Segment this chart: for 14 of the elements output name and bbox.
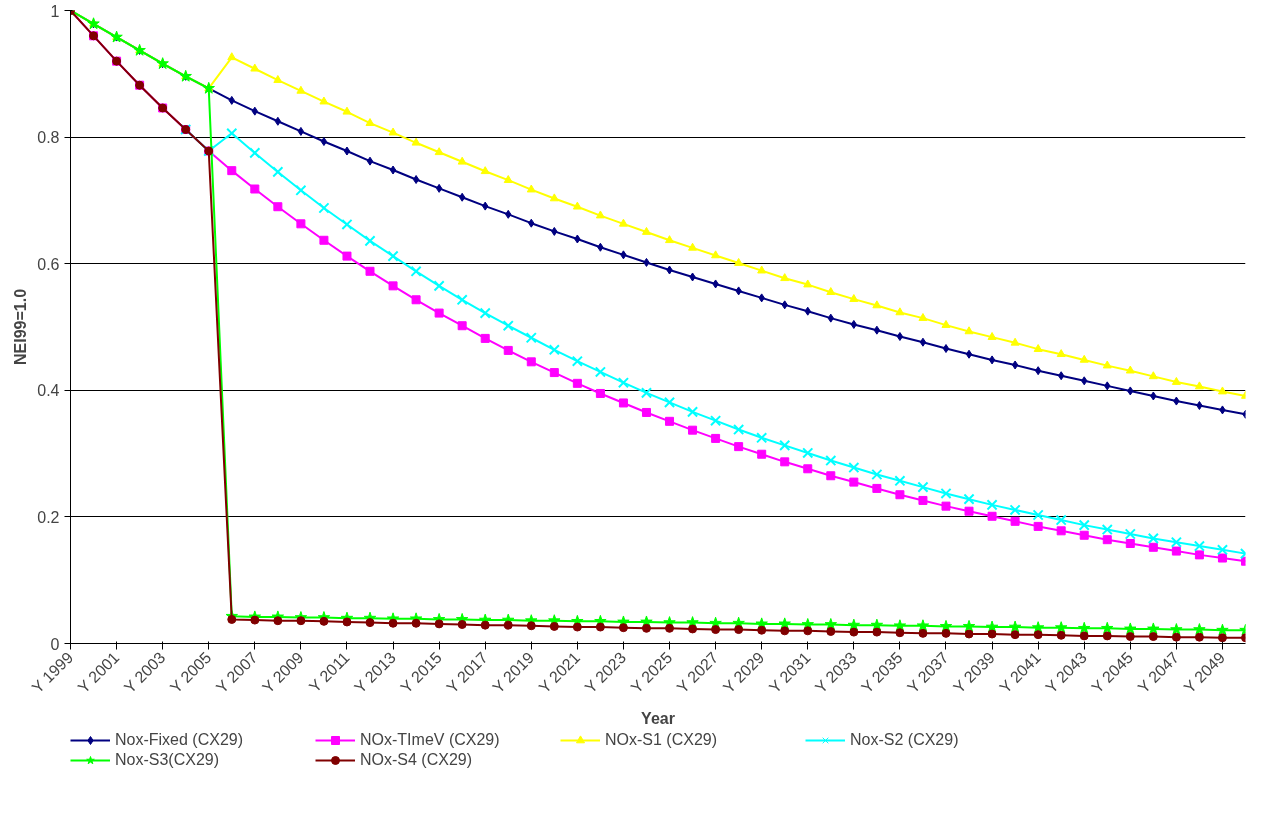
y-tick-label: 0.4 <box>37 382 60 400</box>
y-tick-label: 0.8 <box>37 129 60 147</box>
legend-label: NOx-TImeV (CX29) <box>360 731 501 749</box>
legend-label: NOx-S1 (CX29) <box>605 731 719 749</box>
y-tick-label: 0.2 <box>37 508 60 526</box>
legend-label: NOx-S4 (CX29) <box>360 751 474 769</box>
y-tick-label: 0 <box>50 635 60 653</box>
x-axis-title: Year <box>641 710 675 728</box>
legend-label: Nox-S2 (CX29) <box>850 731 960 749</box>
y-tick-label: 1 <box>50 2 60 20</box>
y-tick-label: 0.6 <box>37 255 60 273</box>
legend-label: Nox-Fixed (CX29) <box>115 731 245 749</box>
y-axis-title: NEI99=1.0 <box>12 288 30 366</box>
legend-label: Nox-S3(CX29) <box>115 751 221 769</box>
